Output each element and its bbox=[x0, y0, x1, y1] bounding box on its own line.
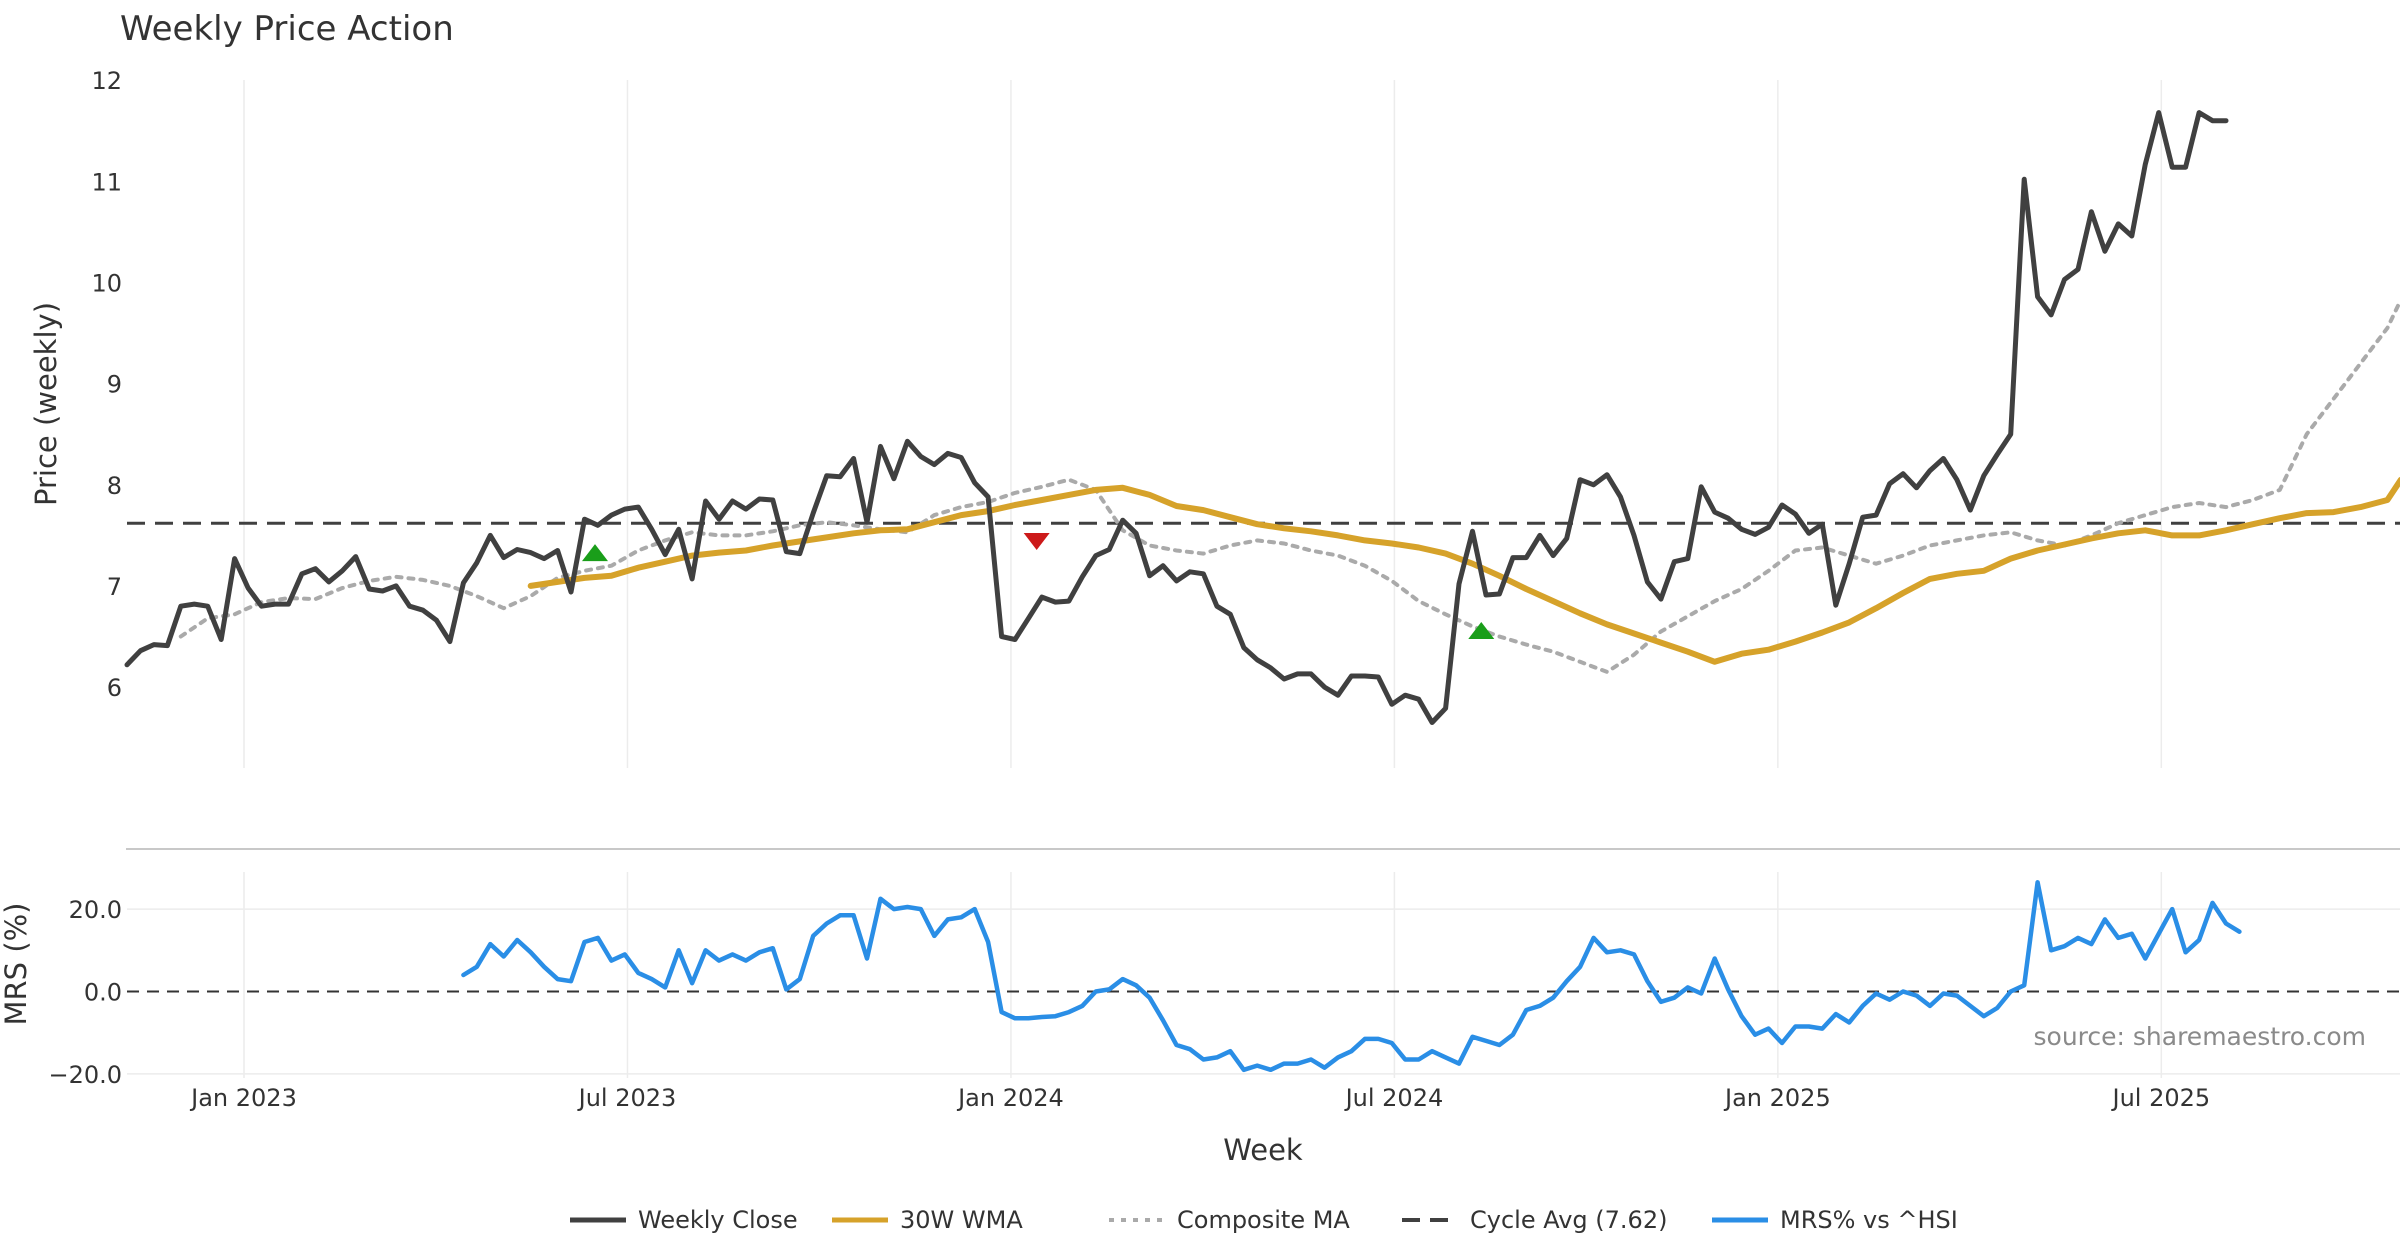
buy-signal-marker bbox=[1468, 621, 1495, 639]
x-tick-label: Jan 2024 bbox=[956, 1084, 1064, 1112]
x-tick-label: Jul 2025 bbox=[2111, 1084, 2211, 1112]
mrs-line bbox=[461, 880, 2242, 1073]
x-tick-label: Jul 2023 bbox=[577, 1084, 677, 1112]
price-y-tick-label: 8 bbox=[107, 472, 122, 500]
x-tick-label: Jan 2023 bbox=[189, 1084, 297, 1112]
source-note: source: sharemaestro.com bbox=[2034, 1022, 2367, 1051]
signal-markers bbox=[582, 532, 1495, 639]
mrs-y-ticks: 20.0 0.0 −20.0 bbox=[48, 896, 122, 1089]
legend: Weekly Close 30W WMA Composite MA Cycle Avg… bbox=[570, 1206, 1958, 1234]
price-series bbox=[124, 110, 2400, 725]
legend-item: Composite MA bbox=[1109, 1206, 1350, 1234]
x-tick-label: Jul 2024 bbox=[1344, 1084, 1444, 1112]
mrs-y-tick-label: 0.0 bbox=[84, 978, 122, 1006]
buy-signal-marker bbox=[582, 544, 608, 562]
legend-label: 30W WMA bbox=[900, 1206, 1023, 1234]
price-y-tick-label: 6 bbox=[107, 674, 122, 702]
chart-title: Weekly Price Action bbox=[120, 9, 454, 49]
legend-label: Cycle Avg (7.62) bbox=[1470, 1206, 1667, 1234]
sell-signal-marker bbox=[1023, 532, 1050, 550]
legend-item: Weekly Close bbox=[570, 1206, 798, 1234]
price-y-ticks: 6 7 8 9 10 11 12 bbox=[91, 67, 122, 702]
30w-wma-line bbox=[527, 476, 2400, 665]
price-y-tick-label: 12 bbox=[91, 67, 122, 95]
legend-label: MRS% vs ^HSI bbox=[1780, 1206, 1958, 1234]
legend-item: Cycle Avg (7.62) bbox=[1402, 1206, 1667, 1234]
price-y-axis-label: Price (weekly) bbox=[29, 302, 63, 506]
legend-label: Composite MA bbox=[1177, 1206, 1350, 1234]
mrs-y-tick-label: −20.0 bbox=[48, 1061, 122, 1089]
legend-item: MRS% vs ^HSI bbox=[1712, 1206, 1958, 1234]
price-y-tick-label: 10 bbox=[91, 270, 122, 298]
mrs-series bbox=[461, 880, 2242, 1073]
legend-item: 30W WMA bbox=[832, 1206, 1023, 1234]
price-y-tick-label: 9 bbox=[107, 371, 122, 399]
price-y-tick-label: 7 bbox=[107, 573, 122, 601]
x-ticks: Jan 2023 Jul 2023 Jan 2024 Jul 2024 Jan 2025… bbox=[189, 1084, 2210, 1112]
mrs-y-axis-label: MRS (%) bbox=[0, 903, 33, 1026]
mrs-y-tick-label: 20.0 bbox=[69, 896, 122, 924]
composite-ma-line bbox=[178, 297, 2400, 674]
x-tick-label: Jan 2025 bbox=[1723, 1084, 1831, 1112]
legend-label: Weekly Close bbox=[638, 1206, 798, 1234]
x-axis-label: Week bbox=[1223, 1133, 1303, 1167]
weekly-close-line bbox=[124, 110, 2229, 725]
price-y-tick-label: 11 bbox=[91, 168, 122, 196]
price-grid bbox=[243, 80, 2163, 768]
